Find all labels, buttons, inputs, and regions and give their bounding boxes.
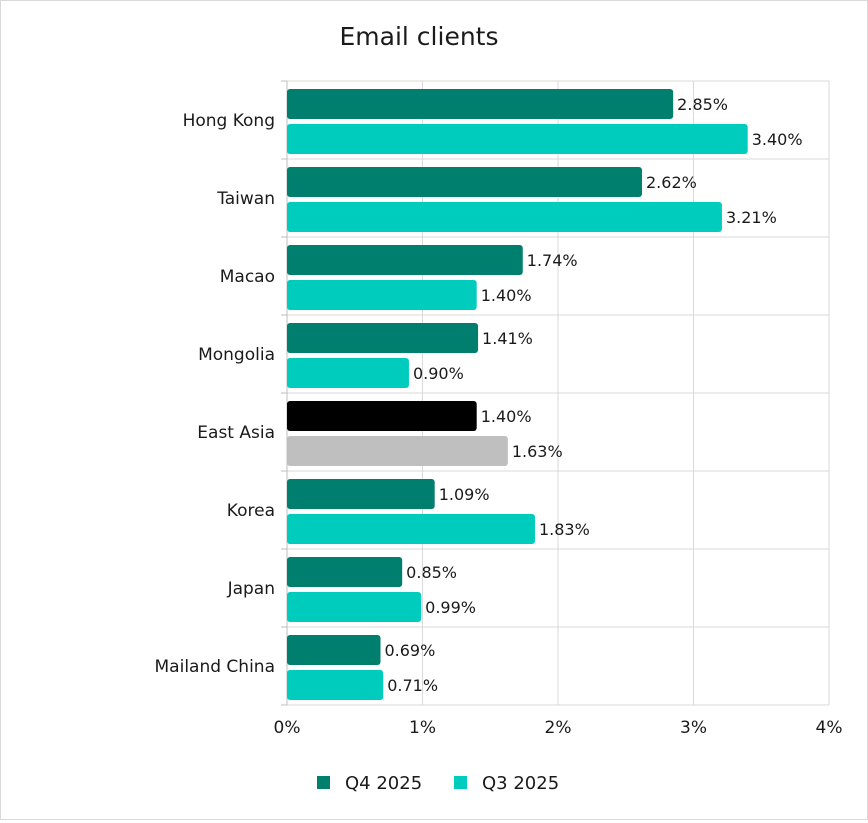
bar-q4-2025 — [287, 89, 674, 119]
bar-q4-2025 — [287, 479, 435, 509]
y-category-label: East Asia — [197, 423, 275, 443]
data-label: 3.40% — [752, 130, 803, 149]
y-category-label: Macao — [220, 267, 275, 287]
data-label: 2.62% — [646, 173, 697, 192]
bar-q3-2025 — [287, 202, 722, 232]
chart-title: Email clients — [340, 22, 499, 51]
data-label: 0.90% — [413, 364, 464, 383]
x-tick-label: 1% — [409, 718, 436, 738]
bar-q3-2025 — [287, 592, 422, 622]
legend-label: Q3 2025 — [482, 773, 559, 794]
data-label: 1.74% — [527, 251, 578, 270]
bar-q3-2025 — [287, 280, 477, 310]
y-category-label: Hong Kong — [183, 111, 275, 131]
x-tick-label: 3% — [680, 718, 707, 738]
bar-q3-2025 — [287, 358, 409, 388]
data-label: 1.40% — [481, 407, 532, 426]
bar-q4-2025 — [287, 557, 403, 587]
data-label: 1.83% — [539, 520, 590, 539]
x-tick-label: 2% — [545, 718, 572, 738]
bar-q3-2025 — [287, 514, 535, 544]
data-label: 0.99% — [425, 598, 476, 617]
data-label: 0.71% — [387, 676, 438, 695]
y-category-label: Korea — [227, 501, 275, 521]
bar-q4-2025 — [287, 245, 523, 275]
y-category-label: Japan — [227, 579, 275, 599]
data-label: 0.85% — [406, 563, 457, 582]
data-label: 1.41% — [482, 329, 533, 348]
bar-q4-2025 — [287, 635, 381, 665]
legend-swatch — [454, 776, 467, 789]
x-tick-label: 4% — [816, 718, 843, 738]
bar-q4-2025 — [287, 167, 643, 197]
bar-q4-2025 — [287, 323, 479, 353]
data-label: 1.40% — [481, 286, 532, 305]
legend-label: Q4 2025 — [345, 773, 422, 794]
data-label: 0.69% — [384, 641, 435, 660]
y-category-label: Taiwan — [216, 189, 275, 209]
bar-q3-2025 — [287, 436, 508, 466]
bar-q3-2025 — [287, 124, 748, 154]
data-label: 3.21% — [726, 208, 777, 227]
data-label: 2.85% — [677, 95, 728, 114]
bar-q3-2025 — [287, 670, 384, 700]
bar-q4-2025 — [287, 401, 477, 431]
data-label: 1.63% — [512, 442, 563, 461]
x-tick-label: 0% — [274, 718, 301, 738]
legend-swatch — [317, 776, 330, 789]
y-category-label: Mongolia — [198, 345, 275, 365]
y-category-label: Mailand China — [155, 657, 275, 677]
data-label: 1.09% — [439, 485, 490, 504]
